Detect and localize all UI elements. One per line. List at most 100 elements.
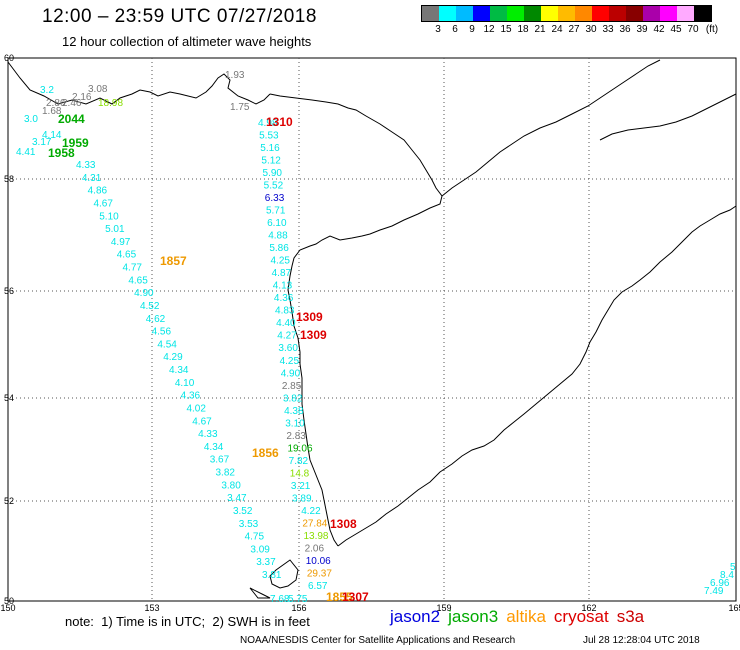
kamchatka-inner-coast: [441, 59, 661, 197]
legend-swatch: [592, 6, 609, 21]
legend-swatch: [524, 6, 541, 21]
map-frame: [7, 57, 737, 602]
swh-value-label: 4.56: [152, 327, 172, 338]
swh-value-label: 5.71: [266, 206, 286, 217]
pass-time-label: 1310: [266, 115, 293, 129]
legend-tick-label: 45: [670, 24, 682, 35]
legend-tick-label: 15: [500, 24, 512, 35]
swh-value-label: 4.75: [245, 532, 265, 543]
swh-value-label: 3.09: [250, 544, 270, 555]
lon-tick-label: 153: [144, 603, 159, 613]
pass-time-label: 1958: [48, 146, 75, 160]
legend-tick-label: 9: [469, 24, 475, 35]
legend-tick-label: 12: [483, 24, 495, 35]
swh-value-label: 4.65: [117, 250, 137, 261]
swh-value-label: 2.85: [282, 381, 302, 392]
swh-value-label: 5.53: [259, 131, 279, 142]
swh-value-label: 19.06: [288, 443, 313, 454]
legend-swatch: [558, 6, 575, 21]
swh-value-label: 4.40: [276, 318, 296, 329]
swh-value-label: 4.34: [204, 442, 224, 453]
swh-value-label: 4.38: [284, 406, 304, 417]
swh-value-label: 4.27: [277, 331, 297, 342]
kamchatka-west-coast: [269, 93, 443, 547]
swh-value-label: 1.75: [230, 102, 250, 113]
satellite-label-cryosat: cryosat: [553, 607, 609, 626]
swh-value-label: 5.86: [269, 243, 289, 254]
satellite-label-jason3: jason3: [448, 607, 499, 626]
swh-value-label: 4.41: [16, 147, 36, 158]
pass-time-label: 1857: [160, 254, 187, 268]
swh-value-label: 4.25: [270, 256, 290, 267]
legend-tick-label: 36: [619, 24, 631, 35]
legend-tick-label: 27: [568, 24, 580, 35]
legend-swatch: [609, 6, 626, 21]
swh-value-label: 4.31: [82, 173, 102, 184]
swh-value-label: 4.36: [274, 293, 294, 304]
east-bay-coast: [599, 93, 737, 141]
graticule: 150 153 156 159 162 165 60 58 56 54 52 50: [0, 53, 740, 613]
lon-tick-label: 159: [436, 603, 451, 613]
swh-value-label: 8.4: [720, 570, 734, 581]
swh-value-label: 4.34: [169, 365, 189, 376]
swh-value-label: 4.13: [273, 281, 293, 292]
swh-value-label: 3.82: [216, 468, 236, 479]
legend-tick-label: 18: [517, 24, 529, 35]
swh-value-label: 4.02: [186, 403, 206, 414]
swh-value-label: 4.77: [123, 263, 143, 274]
legend-swatch: [456, 6, 473, 21]
swh-value-label: 6.33: [265, 193, 285, 204]
legend-swatches: [421, 5, 712, 22]
swh-value-label: 5.01: [105, 224, 125, 235]
legend-tick-label: 30: [585, 24, 597, 35]
legend-tick-label: 39: [636, 24, 648, 35]
okhotsk-north-coast: [7, 61, 271, 105]
legend-tick-label: 33: [602, 24, 614, 35]
swh-value-label: 3.81: [262, 570, 282, 581]
swh-value-label: 5: [730, 562, 736, 573]
lat-tick-label: 58: [4, 174, 14, 184]
legend-swatch: [575, 6, 592, 21]
legend-swatch: [677, 6, 694, 21]
legend-tick-label: 6: [452, 24, 458, 35]
swh-value-label: 3.08: [88, 84, 108, 95]
color-legend: 3 6 9 12 15 18 21 24 27 30 33 36 39 42 45 70 (ft): [421, 5, 718, 35]
kamchatka-east-coast: [337, 205, 737, 547]
legend-swatch: [490, 6, 507, 21]
swh-value-label: 6.57: [308, 581, 328, 592]
swh-value-label: 2.83: [286, 431, 306, 442]
swh-value-label: 1.68: [42, 106, 62, 117]
lat-tick-label: 52: [4, 496, 14, 506]
swh-value-label: 7.82: [289, 456, 309, 467]
satellite-legend: jason2 jason3 altika cryosat s3a: [390, 607, 644, 627]
swh-value-label: 4.87: [272, 268, 292, 279]
swh-value-label: 4.10: [175, 378, 195, 389]
page-subtitle: 12 hour collection of altimeter wave hei…: [62, 34, 312, 49]
swh-value-label: 4.67: [192, 416, 212, 427]
satellite-label-jason2: jason2: [390, 607, 441, 626]
kuril-small: [249, 587, 271, 599]
legend-swatch: [541, 6, 558, 21]
swh-value-label: 3.80: [221, 480, 241, 491]
swh-value-label: 4.29: [163, 352, 183, 363]
lat-tick-label: 56: [4, 286, 14, 296]
legend-tick-label: 24: [551, 24, 563, 35]
swh-value-label: 7.49: [704, 586, 724, 597]
legend-tick-label: 3: [435, 24, 441, 35]
legend-tick-label: (ft): [705, 24, 719, 35]
swh-value-label: 4.67: [93, 198, 113, 209]
legend-swatch: [660, 6, 677, 21]
legend-ticks: 3 6 9 12 15 18 21 24 27 30 33 36 39 42 45 70 (ft): [421, 24, 740, 38]
satellite-label-s3a: s3a: [616, 607, 645, 626]
pass-time-label: 1308: [330, 517, 357, 531]
swh-value-label: 3.47: [227, 493, 247, 504]
pass-time-label: 1855: [326, 590, 353, 604]
swh-value-label: 4.97: [111, 237, 131, 248]
swh-value-label: 5.90: [263, 168, 283, 179]
swh-value-label: 3.60: [278, 343, 298, 354]
swh-value-label: 4.52: [140, 301, 160, 312]
pass-time-label: 2044: [58, 112, 85, 126]
swh-value-label: 6.96: [710, 578, 730, 589]
swh-value-label: 5.10: [99, 211, 119, 222]
legend-swatch: [473, 6, 490, 21]
